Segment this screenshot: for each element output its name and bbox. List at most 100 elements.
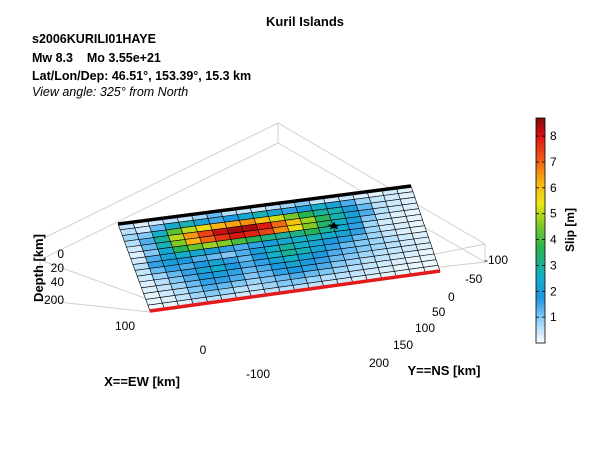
colorbar-segment [536, 177, 545, 181]
colorbar-segment [536, 258, 545, 262]
colorbar-tick-label: 4 [550, 233, 557, 247]
colorbar-segment [536, 230, 545, 234]
colorbar-segment [536, 261, 545, 265]
box-edge [39, 259, 151, 301]
fault-bottom-edge [149, 269, 441, 313]
colorbar-tick-label: 1 [550, 310, 557, 324]
location-line: Lat/Lon/Dep: 46.51°, 153.39°, 15.3 km [32, 69, 251, 83]
y-tick-label: 50 [432, 305, 446, 319]
colorbar-segment [536, 312, 545, 316]
colorbar-segment [536, 160, 545, 164]
colorbar-segment [536, 182, 545, 186]
z-axis-label: Depth [km] [31, 234, 46, 302]
colorbar-segment [536, 193, 545, 198]
y-tick-label: 0 [448, 290, 455, 304]
z-tick-label: 200 [44, 293, 64, 307]
colorbar-segment [536, 163, 545, 167]
colorbar-segment [536, 219, 545, 223]
colorbar-segment [536, 314, 545, 319]
colorbar-segment [536, 267, 545, 271]
colorbar-segment [536, 233, 545, 237]
colorbar-segment [536, 146, 545, 150]
colorbar-segment [536, 224, 545, 229]
y-tick-label: 200 [369, 356, 389, 370]
colorbar-segment [536, 188, 545, 192]
colorbar-segment [536, 126, 545, 130]
colorbar-segment [536, 196, 545, 200]
fault-top-edge [117, 184, 412, 226]
y-axis-label: Y==NS [km] [408, 363, 481, 378]
colorbar-segment [536, 238, 545, 243]
y-tick-label: 100 [415, 321, 435, 335]
colorbar-tick-label: 5 [550, 207, 557, 221]
colorbar-segment [536, 148, 545, 153]
colorbar-tick-label: 2 [550, 284, 557, 298]
colorbar-segment [536, 283, 545, 288]
colorbar-segment [536, 185, 545, 189]
colorbar-segment [536, 210, 545, 215]
colorbar-segment [536, 326, 545, 330]
colorbar-segment [536, 227, 545, 231]
colorbar-segment [536, 269, 545, 274]
colorbar-tick-label: 3 [550, 258, 557, 272]
colorbar-segment [536, 213, 545, 217]
fault-plane [117, 185, 441, 312]
colorbar-segment [536, 174, 545, 178]
colorbar-segment [536, 247, 545, 251]
colorbar-segment [536, 191, 545, 195]
colorbar-segment [536, 255, 545, 260]
colorbar-tick-label: 7 [550, 155, 557, 169]
colorbar-segment [536, 323, 545, 327]
colorbar-segment [536, 275, 545, 279]
magnitude-line: Mw 8.3 Mo 3.55e+21 [32, 51, 161, 65]
y-tick-label: -50 [465, 272, 483, 286]
colorbar-segment [536, 123, 545, 127]
x-tick-label: 100 [115, 319, 135, 333]
colorbar-segment [536, 320, 545, 324]
colorbar-segment [536, 244, 545, 248]
colorbar-segment [536, 143, 545, 147]
colorbar-segment [536, 120, 545, 125]
colorbar-segment [536, 300, 545, 305]
colorbar-segment [536, 289, 545, 293]
colorbar-segment [536, 272, 545, 276]
colorbar-segment [536, 137, 545, 141]
z-tick-label: 20 [51, 261, 65, 275]
colorbar-segment [536, 222, 545, 226]
x-axis-label: X==EW [km] [104, 374, 180, 389]
colorbar-segment [536, 154, 545, 158]
colorbar-segment [536, 253, 545, 257]
colorbar-segment [536, 157, 545, 161]
colorbar-segment [536, 241, 545, 245]
colorbar-segment [536, 151, 545, 155]
colorbar-segment [536, 132, 545, 136]
colorbar-segment [536, 179, 545, 184]
colorbar-segment [536, 278, 545, 282]
colorbar-segment [536, 199, 545, 203]
colorbar-segment [536, 165, 545, 170]
y-tick-label: -100 [484, 253, 508, 267]
colorbar-segment [536, 250, 545, 254]
colorbar-segment [536, 168, 545, 172]
hypocenter-star [327, 221, 341, 230]
chart-title: Kuril Islands [266, 14, 344, 29]
colorbar-segment [536, 140, 545, 144]
x-tick-label: -100 [246, 367, 270, 381]
z-tick-label: 40 [51, 275, 65, 289]
colorbar-segment [536, 118, 545, 122]
colorbar-segment [536, 134, 545, 139]
colorbar-segment [536, 337, 545, 341]
box-edge [39, 299, 151, 313]
colorbar-tick-label: 8 [550, 129, 557, 143]
z-tick-label: 0 [57, 247, 64, 261]
colorbar-border [535, 117, 546, 344]
colorbar-segment [536, 317, 545, 321]
view-angle-line: View angle: 325° from North [32, 85, 188, 99]
hypocenter-marker [327, 221, 341, 230]
x-tick-label: 0 [200, 343, 207, 357]
colorbar-tick-label: 6 [550, 181, 557, 195]
colorbar-segment [536, 129, 545, 133]
